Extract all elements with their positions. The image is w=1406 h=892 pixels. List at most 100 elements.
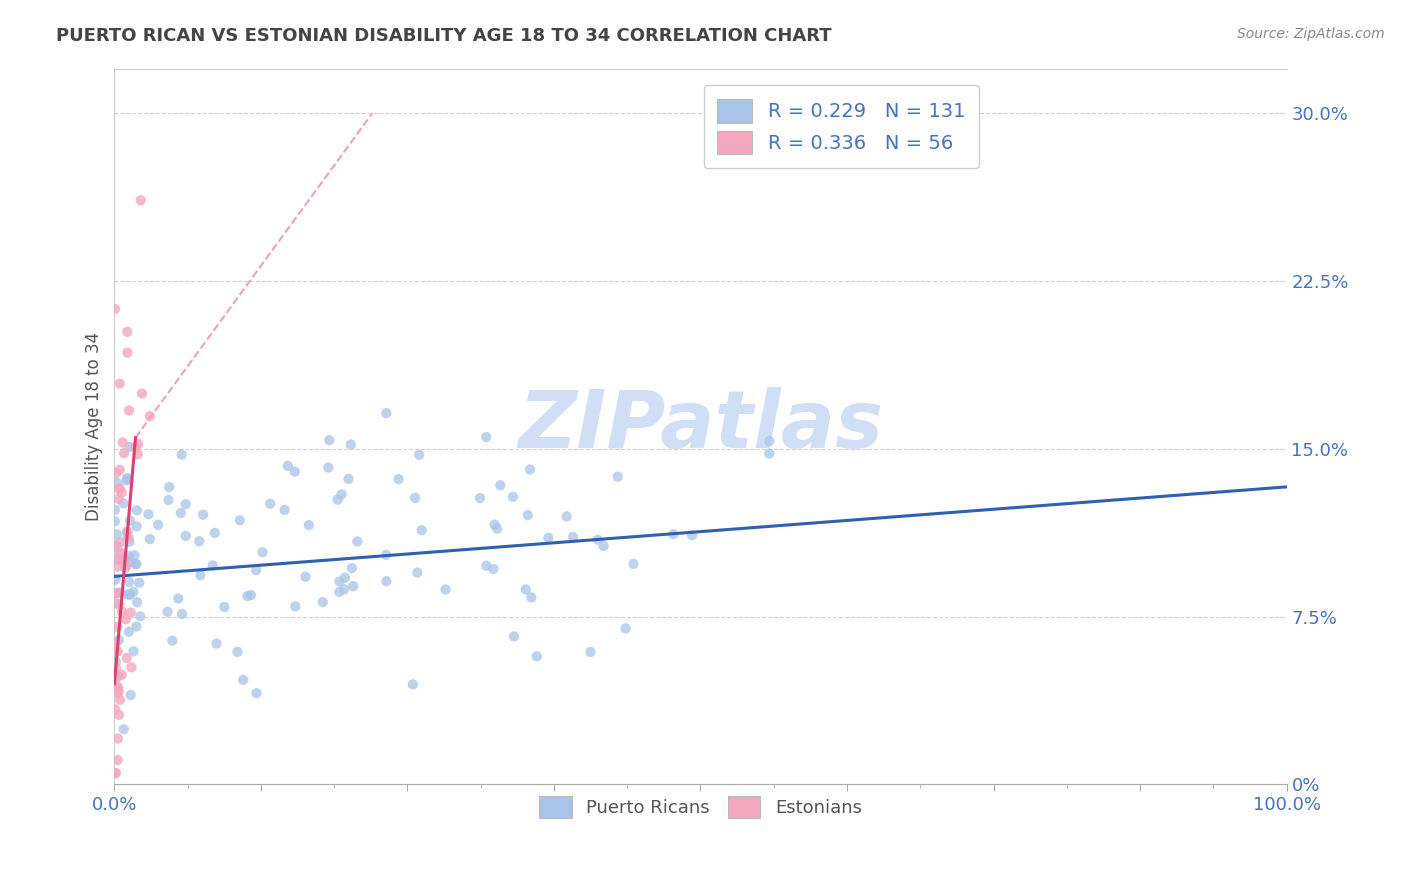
- Point: [174, 529, 197, 543]
- Point: [537, 531, 560, 545]
- Point: [342, 579, 364, 593]
- Point: [475, 430, 498, 444]
- Point: [129, 194, 152, 208]
- Point: [107, 753, 129, 767]
- Point: [252, 545, 274, 559]
- Point: [170, 607, 193, 621]
- Point: [107, 598, 129, 612]
- Point: [312, 595, 335, 609]
- Point: [579, 645, 602, 659]
- Point: [333, 582, 356, 597]
- Point: [157, 480, 180, 494]
- Point: [520, 591, 543, 605]
- Point: [337, 472, 360, 486]
- Point: [340, 561, 363, 575]
- Point: [107, 491, 129, 506]
- Point: [411, 523, 433, 537]
- Point: [408, 448, 430, 462]
- Point: [562, 530, 585, 544]
- Point: [104, 636, 127, 650]
- Point: [484, 517, 506, 532]
- Point: [328, 574, 350, 589]
- Point: [124, 440, 146, 454]
- Point: [318, 433, 340, 447]
- Point: [586, 533, 609, 547]
- Point: [104, 641, 127, 656]
- Point: [284, 465, 307, 479]
- Point: [104, 503, 127, 517]
- Point: [117, 587, 139, 601]
- Point: [105, 586, 128, 600]
- Point: [125, 595, 148, 609]
- Point: [125, 619, 148, 633]
- Point: [475, 558, 498, 573]
- Point: [167, 591, 190, 606]
- Point: [387, 472, 409, 486]
- Point: [623, 557, 645, 571]
- Point: [146, 517, 169, 532]
- Point: [489, 478, 512, 492]
- Point: [114, 551, 136, 566]
- Point: [111, 435, 134, 450]
- Point: [117, 530, 139, 544]
- Point: [681, 528, 703, 542]
- Point: [375, 574, 398, 589]
- Point: [125, 557, 148, 571]
- Point: [117, 325, 139, 339]
- Point: [107, 552, 129, 566]
- Point: [118, 534, 141, 549]
- Point: [125, 503, 148, 517]
- Point: [662, 527, 685, 541]
- Point: [111, 605, 134, 619]
- Point: [502, 490, 524, 504]
- Point: [105, 541, 128, 555]
- Point: [118, 588, 141, 602]
- Point: [125, 519, 148, 533]
- Point: [112, 556, 135, 570]
- Point: [118, 440, 141, 454]
- Point: [328, 585, 350, 599]
- Point: [229, 513, 252, 527]
- Point: [114, 561, 136, 575]
- Text: PUERTO RICAN VS ESTONIAN DISABILITY AGE 18 TO 34 CORRELATION CHART: PUERTO RICAN VS ESTONIAN DISABILITY AGE …: [56, 27, 832, 45]
- Point: [120, 660, 142, 674]
- Point: [105, 466, 128, 480]
- Point: [108, 548, 131, 562]
- Point: [162, 633, 184, 648]
- Point: [108, 585, 131, 599]
- Point: [118, 575, 141, 590]
- Point: [758, 434, 780, 449]
- Point: [204, 525, 226, 540]
- Point: [122, 644, 145, 658]
- Point: [115, 524, 138, 539]
- Point: [112, 496, 135, 510]
- Point: [170, 448, 193, 462]
- Point: [104, 671, 127, 685]
- Point: [122, 585, 145, 599]
- Point: [516, 508, 538, 523]
- Point: [108, 708, 131, 723]
- Point: [107, 684, 129, 698]
- Point: [115, 612, 138, 626]
- Point: [111, 485, 134, 500]
- Point: [375, 406, 398, 420]
- Point: [105, 655, 128, 669]
- Point: [105, 680, 128, 694]
- Point: [107, 644, 129, 658]
- Point: [104, 587, 127, 601]
- Point: [120, 688, 142, 702]
- Legend: Puerto Ricans, Estonians: Puerto Ricans, Estonians: [531, 789, 869, 825]
- Point: [277, 458, 299, 473]
- Point: [555, 509, 578, 524]
- Point: [284, 599, 307, 614]
- Point: [105, 596, 128, 610]
- Point: [482, 562, 505, 576]
- Point: [127, 436, 149, 450]
- Point: [614, 621, 637, 635]
- Point: [758, 447, 780, 461]
- Point: [519, 462, 541, 476]
- Point: [232, 673, 254, 687]
- Point: [108, 482, 131, 496]
- Point: [111, 668, 134, 682]
- Point: [402, 677, 425, 691]
